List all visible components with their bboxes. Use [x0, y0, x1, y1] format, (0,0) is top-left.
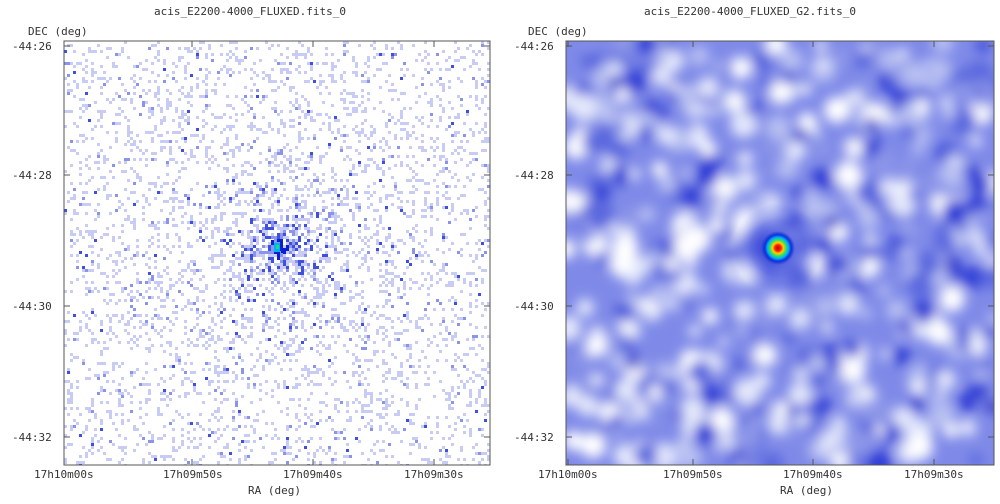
- y-tick-label: -44:30: [12, 300, 52, 313]
- y-tick-label: -44:32: [12, 431, 52, 444]
- smoothed-image: [566, 41, 994, 465]
- y-tick-label: -44:30: [514, 300, 554, 313]
- plot-frame: [565, 40, 995, 466]
- counts-image: [64, 41, 490, 465]
- x-tick-label: 17h10m00s: [538, 468, 598, 481]
- y-tick-label: -44:28: [514, 169, 554, 182]
- x-tick-label: 17h09m40s: [283, 468, 343, 481]
- y-tick-label: -44:26: [514, 40, 554, 53]
- bright-source: [761, 231, 795, 265]
- sky-image-plot[interactable]: -44:26 -44:28 -44:30 -44:32 17h10m00s 17…: [500, 0, 1000, 504]
- x-tick-label: 17h09m30s: [904, 468, 964, 481]
- right-image-panel: acis_E2200-4000_FLUXED_G2.fits_0 DEC (de…: [500, 0, 1000, 504]
- y-tick-label: -44:28: [12, 169, 52, 182]
- x-axis-label: RA (deg): [248, 484, 301, 497]
- y-tick-label: -44:26: [12, 40, 52, 53]
- sky-image-plot[interactable]: -44:26 -44:28 -44:30 -44:32 17h10m00s 17…: [0, 0, 500, 504]
- x-tick-label: 17h09m30s: [404, 468, 464, 481]
- y-axis-label: DEC (deg): [28, 25, 88, 38]
- left-image-panel: acis_E2200-4000_FLUXED.fits_0 DEC (deg) …: [0, 0, 500, 504]
- y-tick-label: -44:32: [514, 431, 554, 444]
- x-tick-label: 17h09m50s: [663, 468, 723, 481]
- y-axis-label: DEC (deg): [528, 25, 588, 38]
- panel-title: acis_E2200-4000_FLUXED.fits_0: [153, 5, 347, 18]
- panel-title: acis_E2200-4000_FLUXED_G2.fits_0: [644, 5, 856, 18]
- x-tick-label: 17h09m50s: [163, 468, 223, 481]
- x-axis-label: RA (deg): [780, 484, 833, 497]
- x-tick-label: 17h09m40s: [783, 468, 843, 481]
- plot-frame: [63, 40, 491, 466]
- x-tick-label: 17h10m00s: [34, 468, 94, 481]
